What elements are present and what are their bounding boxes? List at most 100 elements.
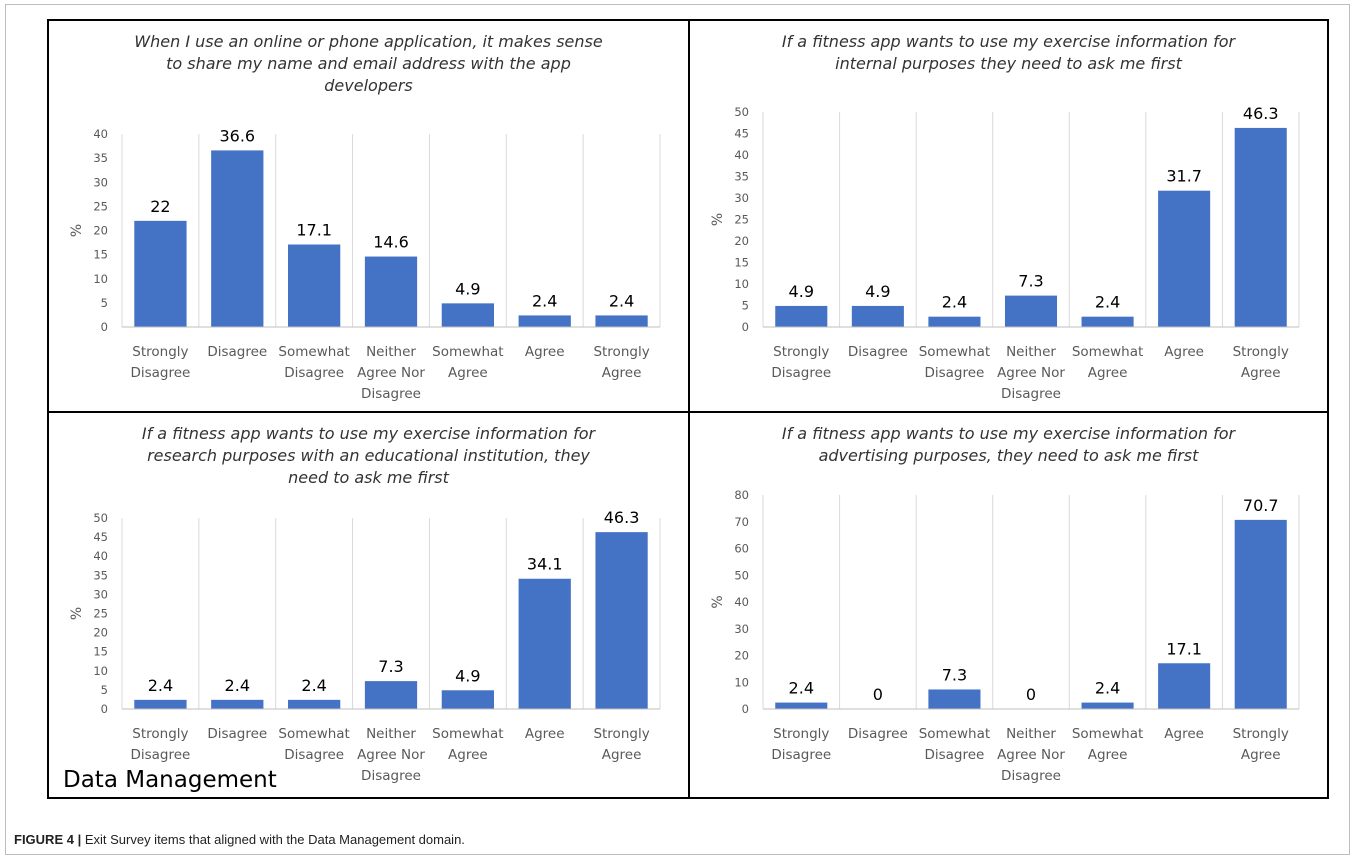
x-tick-label: Disagree bbox=[1001, 768, 1061, 784]
chart-panel-internal-purposes: If a fitness app wants to use my exercis… bbox=[688, 19, 1329, 413]
bar bbox=[134, 220, 187, 327]
data-label: 4.9 bbox=[789, 282, 814, 301]
x-tick-label: Agree bbox=[1241, 747, 1281, 763]
figure-frame: When I use an online or phone applicatio… bbox=[5, 4, 1350, 855]
x-tick-label: Neither bbox=[1006, 344, 1056, 360]
x-tick-label: Agree bbox=[1088, 365, 1128, 381]
chart-panel-advertising-purposes: If a fitness app wants to use my exercis… bbox=[688, 411, 1329, 799]
x-tick-label: Somewhat bbox=[278, 344, 349, 360]
data-label: 34.1 bbox=[527, 555, 563, 574]
bar bbox=[595, 315, 648, 327]
x-tick-label: Agree bbox=[448, 365, 488, 381]
bar bbox=[1158, 663, 1211, 709]
data-label: 7.3 bbox=[942, 665, 967, 684]
data-label: 2.4 bbox=[225, 676, 250, 695]
x-tick-label: Agree Nor bbox=[997, 747, 1065, 763]
y-tick-label: 0 bbox=[742, 702, 749, 716]
y-tick-label: 5 bbox=[101, 683, 108, 697]
x-tick-label: Somewhat bbox=[432, 344, 503, 360]
chart-title-line: to share my name and email address with … bbox=[166, 54, 571, 73]
bar-chart-internal-purposes: If a fitness app wants to use my exercis… bbox=[710, 32, 1300, 402]
x-tick-label: Agree bbox=[602, 365, 642, 381]
data-label: 4.9 bbox=[865, 282, 890, 301]
bar-chart-research-purposes: If a fitness app wants to use my exercis… bbox=[69, 424, 661, 784]
bar bbox=[1081, 316, 1134, 327]
x-tick-label: Agree Nor bbox=[357, 747, 425, 763]
y-tick-label: 10 bbox=[734, 277, 749, 291]
y-tick-label: 40 bbox=[734, 595, 749, 609]
data-label: 0 bbox=[1026, 685, 1036, 704]
bar bbox=[775, 702, 828, 709]
bar bbox=[288, 244, 341, 327]
bar bbox=[595, 532, 648, 709]
data-label: 4.9 bbox=[455, 279, 480, 298]
y-axis-label: % bbox=[710, 213, 726, 226]
y-tick-label: 25 bbox=[734, 213, 749, 227]
data-label: 70.7 bbox=[1243, 496, 1279, 515]
bar bbox=[211, 699, 264, 709]
bar bbox=[518, 315, 571, 327]
x-tick-label: Strongly bbox=[132, 726, 188, 742]
x-tick-label: Disagree bbox=[924, 365, 984, 381]
y-tick-label: 80 bbox=[734, 488, 749, 502]
data-label: 4.9 bbox=[455, 666, 480, 685]
x-tick-label: Agree bbox=[1241, 365, 1281, 381]
data-label: 2.4 bbox=[301, 676, 326, 695]
x-tick-label: Disagree bbox=[1001, 386, 1061, 402]
chart-title-line: When I use an online or phone applicatio… bbox=[134, 32, 603, 51]
data-label: 2.4 bbox=[532, 291, 557, 310]
bar bbox=[441, 303, 494, 327]
y-tick-label: 50 bbox=[93, 511, 108, 525]
x-tick-label: Somewhat bbox=[1072, 344, 1143, 360]
y-tick-label: 20 bbox=[93, 224, 108, 238]
bar bbox=[928, 689, 981, 709]
bar bbox=[518, 578, 571, 709]
y-tick-label: 0 bbox=[101, 702, 108, 716]
data-label: 7.3 bbox=[378, 657, 403, 676]
bar bbox=[288, 699, 341, 709]
x-tick-label: Agree bbox=[525, 726, 565, 742]
y-tick-label: 60 bbox=[734, 542, 749, 556]
data-label: 17.1 bbox=[1166, 639, 1202, 658]
bar bbox=[1004, 295, 1058, 327]
bar-chart-advertising-purposes: If a fitness app wants to use my exercis… bbox=[710, 424, 1300, 784]
chart-title-line: If a fitness app wants to use my exercis… bbox=[782, 32, 1237, 51]
bar bbox=[851, 305, 904, 327]
x-tick-label: Strongly bbox=[1233, 344, 1289, 360]
x-tick-label: Somewhat bbox=[919, 344, 990, 360]
x-tick-label: Strongly bbox=[593, 726, 649, 742]
y-tick-label: 35 bbox=[734, 170, 749, 184]
x-tick-label: Strongly bbox=[773, 344, 829, 360]
x-tick-label: Somewhat bbox=[432, 726, 503, 742]
x-tick-label: Disagree bbox=[361, 386, 421, 402]
y-tick-label: 30 bbox=[93, 175, 108, 189]
x-tick-label: Agree bbox=[1164, 344, 1204, 360]
x-tick-label: Strongly bbox=[773, 726, 829, 742]
bar bbox=[1234, 519, 1287, 709]
x-tick-label: Disagree bbox=[207, 344, 267, 360]
y-axis-label: % bbox=[69, 224, 85, 237]
x-tick-label: Agree bbox=[602, 747, 642, 763]
chart-title-line: If a fitness app wants to use my exercis… bbox=[142, 424, 597, 443]
bar bbox=[441, 690, 494, 709]
y-axis-label: % bbox=[710, 595, 726, 608]
y-tick-label: 70 bbox=[734, 515, 749, 529]
x-tick-label: Disagree bbox=[924, 747, 984, 763]
data-label: 0 bbox=[873, 685, 883, 704]
bar bbox=[134, 699, 187, 709]
y-tick-label: 5 bbox=[101, 296, 108, 310]
data-label: 2.4 bbox=[942, 293, 967, 312]
y-tick-label: 45 bbox=[93, 530, 108, 544]
data-label: 7.3 bbox=[1018, 272, 1043, 291]
bar bbox=[775, 305, 828, 327]
bar bbox=[1234, 127, 1287, 327]
bar bbox=[1158, 190, 1211, 327]
bar bbox=[211, 150, 264, 327]
x-tick-label: Disagree bbox=[130, 365, 190, 381]
y-tick-label: 50 bbox=[734, 568, 749, 582]
data-label: 22 bbox=[150, 197, 170, 216]
x-tick-label: Disagree bbox=[771, 365, 831, 381]
y-tick-label: 15 bbox=[93, 248, 108, 262]
figure-caption: FIGURE 4 | Exit Survey items that aligne… bbox=[14, 832, 465, 847]
domain-label: Data Management bbox=[63, 767, 277, 793]
